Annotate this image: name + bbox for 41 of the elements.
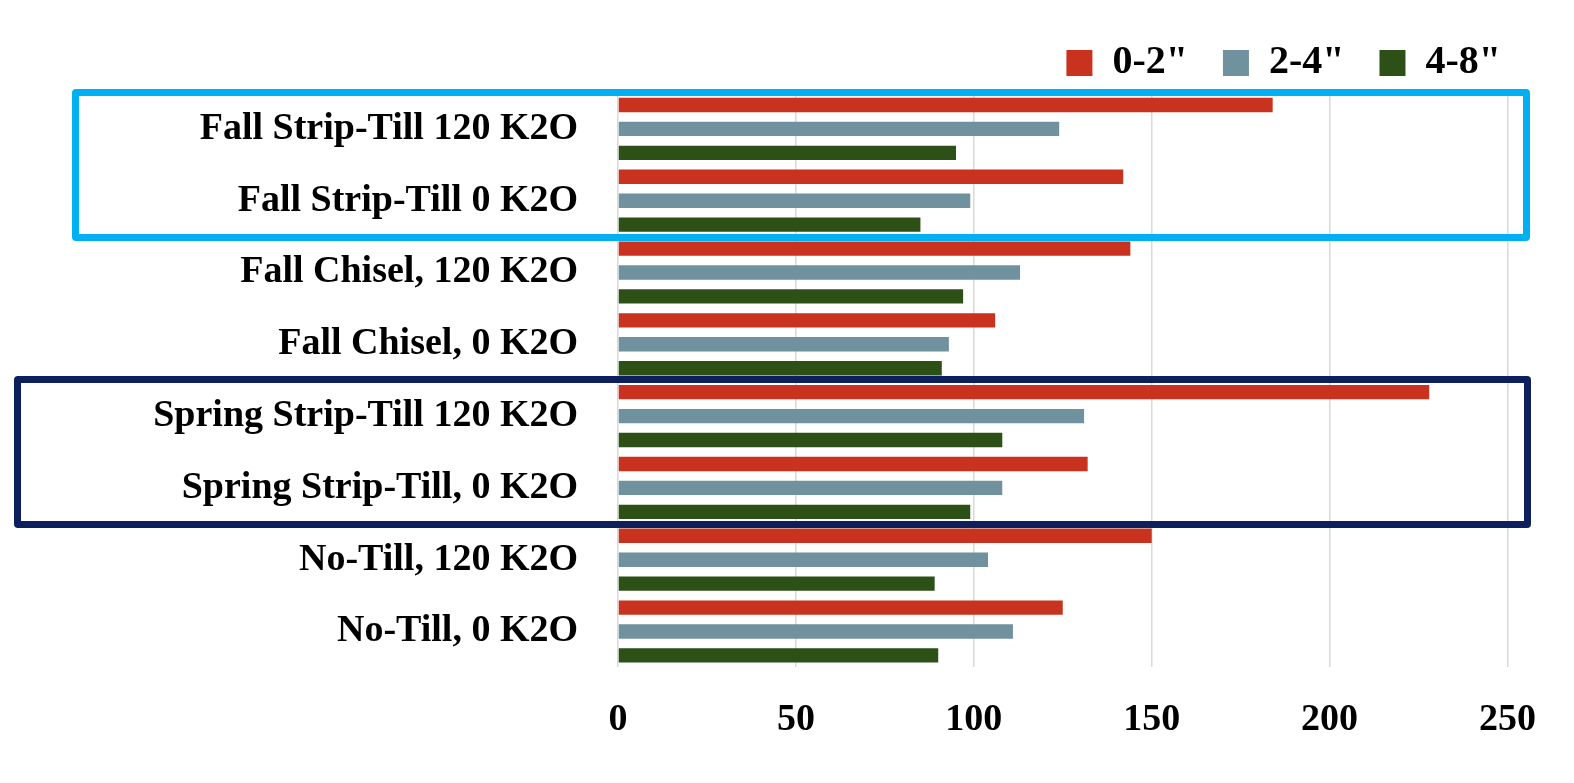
bar xyxy=(618,217,921,232)
x-tick-label: 250 xyxy=(1479,696,1536,739)
x-tick-label: 0 xyxy=(608,696,628,739)
bar xyxy=(618,169,1124,184)
bar xyxy=(618,576,935,591)
x-tick-label: 50 xyxy=(776,696,815,739)
bar xyxy=(618,313,996,328)
y-tick-label: Fall Chisel, 0 K2O xyxy=(278,320,578,363)
bar xyxy=(618,145,957,161)
y-tick-label: Spring Strip-Till 120 K2O xyxy=(153,391,578,434)
bar xyxy=(618,193,971,208)
bar xyxy=(618,456,1088,472)
y-tick-label: Fall Strip-Till 0 K2O xyxy=(237,176,578,219)
bar xyxy=(618,528,1152,543)
y-tick-label: Fall Strip-Till 120 K2O xyxy=(199,104,578,147)
x-tick-label: 200 xyxy=(1301,696,1359,739)
bar xyxy=(618,121,1060,137)
legend-label: 0-2" xyxy=(1112,37,1188,83)
y-tick-label: No-Till, 120 K2O xyxy=(298,535,578,578)
bar xyxy=(618,480,1003,496)
bar xyxy=(618,241,1131,256)
x-tick-label: 150 xyxy=(1123,696,1181,739)
y-tick-label: Spring Strip-Till, 0 K2O xyxy=(181,463,578,506)
legend-label: 2-4" xyxy=(1268,37,1345,83)
bar xyxy=(618,361,942,376)
bar xyxy=(618,624,1013,639)
bar xyxy=(618,265,1021,280)
legend-label: 4-8" xyxy=(1425,37,1501,83)
y-tick-label: No-Till, 0 K2O xyxy=(336,607,578,650)
x-tick-label: 100 xyxy=(945,696,1003,739)
bar xyxy=(618,600,1063,615)
bar xyxy=(618,504,971,520)
bar xyxy=(618,97,1273,113)
y-tick-label: Fall Chisel, 120 K2O xyxy=(240,248,578,291)
bar xyxy=(618,552,989,567)
bar xyxy=(618,408,1085,424)
bar xyxy=(618,648,939,663)
bar xyxy=(618,384,1430,400)
bar xyxy=(618,289,964,304)
bar xyxy=(618,337,949,352)
bar xyxy=(618,432,1003,448)
